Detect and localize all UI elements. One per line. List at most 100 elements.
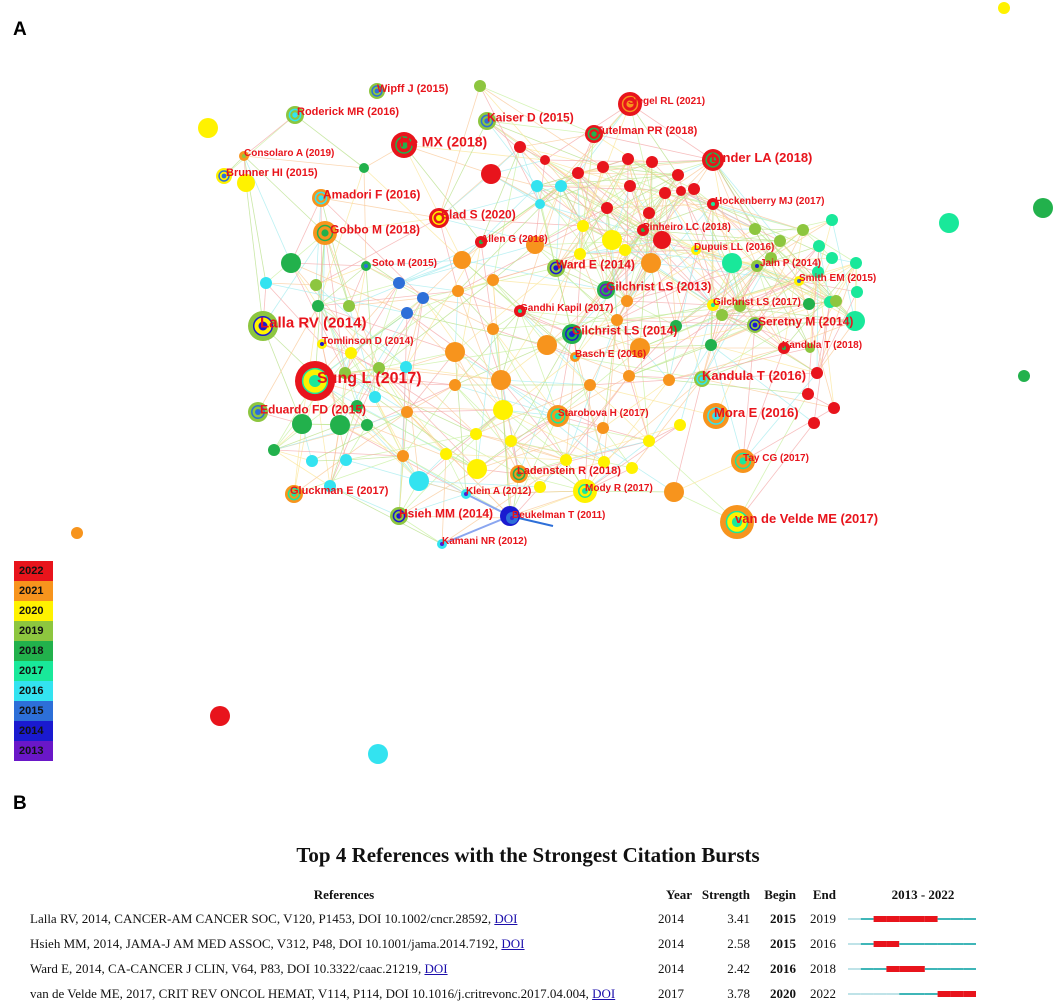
network-link <box>403 144 492 175</box>
burst-segment <box>912 965 925 972</box>
network-node <box>449 379 461 391</box>
network-node-core <box>782 346 786 350</box>
network-link <box>441 515 511 545</box>
network-node <box>555 180 567 192</box>
network-node-label: Beukelman T (2011) <box>512 510 605 521</box>
network-node-core <box>582 488 588 494</box>
network-link <box>639 347 650 442</box>
network-link <box>398 515 513 519</box>
network-node <box>540 155 550 165</box>
network-link <box>405 344 548 368</box>
timeline-segment <box>963 967 976 970</box>
network-link <box>582 225 663 241</box>
network-node-label: Gobbo M (2018) <box>330 223 420 237</box>
network-node-label: Gilchrist LS (2014) <box>572 324 677 338</box>
network-node <box>646 156 658 168</box>
network-link <box>693 188 758 267</box>
network-link <box>374 396 478 470</box>
network-link <box>315 284 407 368</box>
network-link <box>486 120 546 161</box>
network-link <box>639 344 712 349</box>
legend-swatch-2022: 2022 <box>14 561 53 581</box>
network-link <box>680 190 781 242</box>
network-link <box>739 303 810 307</box>
citation-burst-table: References Year Strength Begin End 2013 … <box>30 884 998 1006</box>
network-link <box>616 262 652 321</box>
network-link <box>398 493 467 517</box>
network-link <box>783 262 857 349</box>
network-link <box>418 480 541 488</box>
doi-link[interactable]: DOI <box>494 910 518 926</box>
network-node <box>514 141 526 153</box>
network-link <box>631 378 703 469</box>
network-node <box>409 471 429 491</box>
network-link <box>510 333 573 442</box>
network-node-label: Amadori F (2016) <box>323 188 420 202</box>
network-node <box>453 251 471 269</box>
network-link <box>350 352 404 457</box>
co-citation-network: Sung L (2017) Lalla RV (2014) He MX (2018)… <box>71 2 1053 764</box>
network-link <box>273 449 331 487</box>
network-link <box>324 232 400 284</box>
network-link <box>539 161 653 205</box>
network-link <box>438 217 459 292</box>
network-link <box>546 344 650 442</box>
network-link <box>422 297 521 312</box>
network-link <box>405 366 420 482</box>
network-node <box>653 231 671 249</box>
timeline-segment <box>950 942 964 945</box>
burst-timeline <box>848 915 976 922</box>
network-link <box>500 379 604 429</box>
network-link <box>798 280 858 293</box>
network-link <box>344 290 459 374</box>
network-node-label: Seretny M (2014) <box>758 315 853 329</box>
network-node <box>572 167 584 179</box>
network-link <box>492 328 576 358</box>
network-link <box>675 324 756 327</box>
network-node <box>361 419 373 431</box>
doi-link[interactable]: DOI <box>592 985 616 1001</box>
network-link <box>519 310 559 417</box>
network-node <box>268 444 280 456</box>
doi-link[interactable]: DOI <box>501 935 525 951</box>
network-node <box>487 274 499 286</box>
timeline-segment <box>950 917 964 920</box>
network-link <box>479 85 546 161</box>
network-link <box>534 185 562 246</box>
begin-cell: 2016 <box>770 960 796 976</box>
network-node-label: Gluckman E (2017) <box>290 485 389 497</box>
network-link <box>398 455 404 517</box>
reference-cell: Lalla RV, 2014, CANCER-AM CANCER SOC, V1… <box>30 906 658 931</box>
network-link <box>445 453 467 495</box>
network-link <box>262 232 326 327</box>
network-node-label: Kandula T (2016) <box>702 368 806 383</box>
network-node <box>560 454 572 466</box>
network-link <box>461 259 502 381</box>
network-node <box>491 370 511 390</box>
network-node <box>602 230 622 250</box>
network-link <box>628 375 670 381</box>
reference-cell: van de Velde ME, 2017, CRIT REV ONCOL HE… <box>30 981 658 1006</box>
network-link <box>406 409 504 413</box>
network-link <box>579 249 626 255</box>
network-link <box>695 219 833 251</box>
network-link <box>365 259 463 267</box>
doi-link[interactable]: DOI <box>424 960 448 976</box>
network-node <box>292 414 312 434</box>
network-node <box>330 415 350 435</box>
burst-bar-cell <box>836 906 998 931</box>
network-node <box>845 311 865 331</box>
network-link <box>816 262 857 374</box>
network-link <box>345 455 404 461</box>
network-node-label: Consolaro A (2019) <box>244 148 334 159</box>
network-link <box>602 319 618 429</box>
timeline-segment <box>848 917 861 920</box>
network-link <box>492 244 536 281</box>
network-link <box>350 352 477 435</box>
network-node <box>659 187 671 199</box>
network-link <box>555 185 562 269</box>
reference-text: Ward E, 2014, CA-CANCER J CLIN, V64, P83… <box>30 960 425 976</box>
network-link <box>629 103 679 176</box>
network-link <box>555 185 631 269</box>
network-link <box>661 239 703 380</box>
